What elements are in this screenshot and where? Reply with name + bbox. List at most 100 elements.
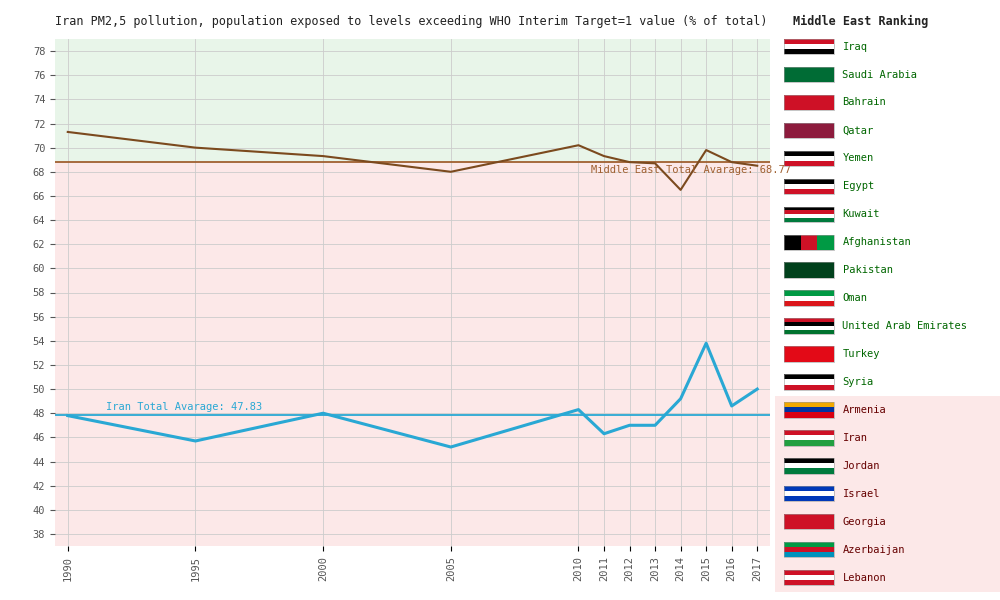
Bar xyxy=(784,491,834,496)
Bar xyxy=(784,95,834,110)
Text: Yemen: Yemen xyxy=(842,154,874,163)
Bar xyxy=(784,330,834,334)
Bar xyxy=(784,301,834,306)
Bar xyxy=(784,290,834,306)
Bar xyxy=(784,262,834,278)
Bar xyxy=(784,570,834,575)
Bar xyxy=(784,95,834,110)
Bar xyxy=(784,379,834,385)
Bar xyxy=(775,424,1000,452)
Bar xyxy=(784,49,834,54)
Bar xyxy=(784,206,834,222)
Bar xyxy=(784,179,834,194)
Bar xyxy=(775,536,1000,563)
Bar xyxy=(784,346,834,362)
Bar xyxy=(784,151,834,166)
Bar xyxy=(784,407,834,412)
Bar xyxy=(784,179,834,184)
Text: Afghanistan: Afghanistan xyxy=(842,237,911,247)
Text: Israel: Israel xyxy=(842,489,880,499)
Text: Iran: Iran xyxy=(842,433,868,443)
Bar xyxy=(800,235,817,250)
Text: Middle East Ranking: Middle East Ranking xyxy=(793,15,928,28)
Bar xyxy=(784,486,834,502)
Bar xyxy=(784,211,834,214)
Bar xyxy=(784,326,834,330)
Text: Pakistan: Pakistan xyxy=(842,265,893,275)
Text: United Arab Emirates: United Arab Emirates xyxy=(842,321,968,331)
Text: Qatar: Qatar xyxy=(842,125,874,136)
Bar xyxy=(784,189,834,194)
Bar xyxy=(784,463,834,469)
Bar xyxy=(784,290,834,296)
Text: Iran PM2,5 pollution, population exposed to levels exceeding WHO Interim Target=: Iran PM2,5 pollution, population exposed… xyxy=(55,15,768,28)
Bar xyxy=(784,374,834,379)
Bar xyxy=(784,235,834,250)
Text: Bahrain: Bahrain xyxy=(842,97,886,107)
Text: Armenia: Armenia xyxy=(842,405,886,415)
Bar xyxy=(784,575,834,580)
Text: Azerbaijan: Azerbaijan xyxy=(842,545,905,554)
Text: Lebanon: Lebanon xyxy=(842,572,886,583)
Bar xyxy=(817,235,834,250)
Text: Iraq: Iraq xyxy=(842,41,868,52)
Bar xyxy=(784,436,834,440)
Bar xyxy=(784,570,834,586)
Bar xyxy=(784,123,834,138)
Bar xyxy=(784,39,834,44)
Bar xyxy=(55,163,770,546)
Bar xyxy=(784,346,834,362)
Bar xyxy=(784,402,834,418)
Text: Georgia: Georgia xyxy=(842,517,886,527)
Bar xyxy=(784,319,834,334)
Bar xyxy=(784,39,834,54)
Bar xyxy=(784,218,834,222)
Bar xyxy=(784,458,834,463)
Bar xyxy=(784,542,834,547)
Bar xyxy=(784,206,834,211)
Bar xyxy=(784,44,834,49)
Bar xyxy=(775,396,1000,424)
Text: Egypt: Egypt xyxy=(842,181,874,191)
Bar xyxy=(784,235,800,250)
Bar xyxy=(775,508,1000,536)
Bar xyxy=(784,319,834,322)
Bar xyxy=(775,563,1000,592)
Text: Iran Total Avarage: 47.83: Iran Total Avarage: 47.83 xyxy=(106,402,262,412)
Bar xyxy=(784,469,834,473)
Bar xyxy=(784,161,834,166)
Text: Syria: Syria xyxy=(842,377,874,387)
Bar xyxy=(784,214,834,218)
Bar xyxy=(784,430,834,436)
Bar xyxy=(784,184,834,189)
Bar xyxy=(784,412,834,418)
Text: Saudi Arabia: Saudi Arabia xyxy=(842,70,918,80)
Bar xyxy=(784,440,834,446)
Text: Middle East Total Avarage: 68.77: Middle East Total Avarage: 68.77 xyxy=(591,166,791,175)
Bar xyxy=(784,552,834,557)
Bar xyxy=(784,296,834,301)
Text: Oman: Oman xyxy=(842,293,868,303)
Bar xyxy=(784,385,834,389)
Text: Jordan: Jordan xyxy=(842,461,880,471)
Bar xyxy=(784,262,834,278)
Bar xyxy=(784,514,834,529)
Bar xyxy=(784,430,834,446)
Bar xyxy=(784,458,834,473)
Bar xyxy=(784,322,834,326)
Bar xyxy=(784,123,834,138)
Bar xyxy=(784,496,834,502)
Bar xyxy=(784,547,834,552)
Bar xyxy=(784,580,834,586)
Bar xyxy=(784,156,834,161)
Bar xyxy=(784,486,834,491)
Bar xyxy=(784,402,834,407)
Bar xyxy=(784,542,834,557)
Bar xyxy=(775,452,1000,480)
Bar xyxy=(784,514,834,529)
Bar xyxy=(55,39,770,163)
Bar xyxy=(784,67,834,82)
Bar xyxy=(775,480,1000,508)
Text: Turkey: Turkey xyxy=(842,349,880,359)
Bar xyxy=(784,374,834,389)
